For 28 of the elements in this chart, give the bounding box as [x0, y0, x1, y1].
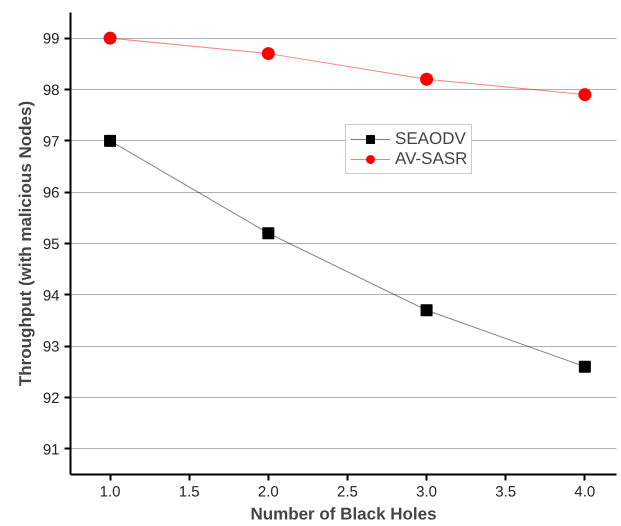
legend-label: SEAODV [395, 129, 466, 149]
point [578, 360, 591, 373]
x-tick-label: 2.5 [337, 484, 358, 500]
y-tick-label: 99 [42, 30, 60, 48]
point [420, 304, 433, 316]
point [420, 72, 434, 86]
y-tick-label: 98 [42, 82, 60, 99]
x-tick-label: 1.5 [178, 484, 200, 500]
y-axis-title: Throughput (with malicious Nodes) [16, 100, 35, 386]
y-tick-label: 97 [42, 133, 60, 150]
y-tick-label: 91 [42, 441, 60, 458]
x-tick-label: 3.5 [495, 484, 516, 500]
x-tick-label: 3.0 [416, 484, 438, 500]
y-tick-label: 93 [42, 338, 60, 356]
x-tick-label: 1.0 [100, 484, 120, 500]
y-tick-label: 94 [42, 287, 60, 304]
point [104, 32, 117, 45]
x-axis-title: Number of Black Holes [250, 504, 437, 524]
point [104, 134, 116, 147]
legend-label: AV-SASR [395, 149, 468, 169]
point [578, 88, 592, 102]
y-tick-label: 96 [42, 184, 60, 202]
y-tick-label: 95 [42, 236, 60, 253]
x-tick-label: 2.0 [258, 484, 279, 500]
point [262, 47, 275, 60]
point [262, 227, 274, 240]
y-tick-label: 92 [42, 390, 60, 407]
x-tick-label: 4.0 [574, 484, 596, 500]
